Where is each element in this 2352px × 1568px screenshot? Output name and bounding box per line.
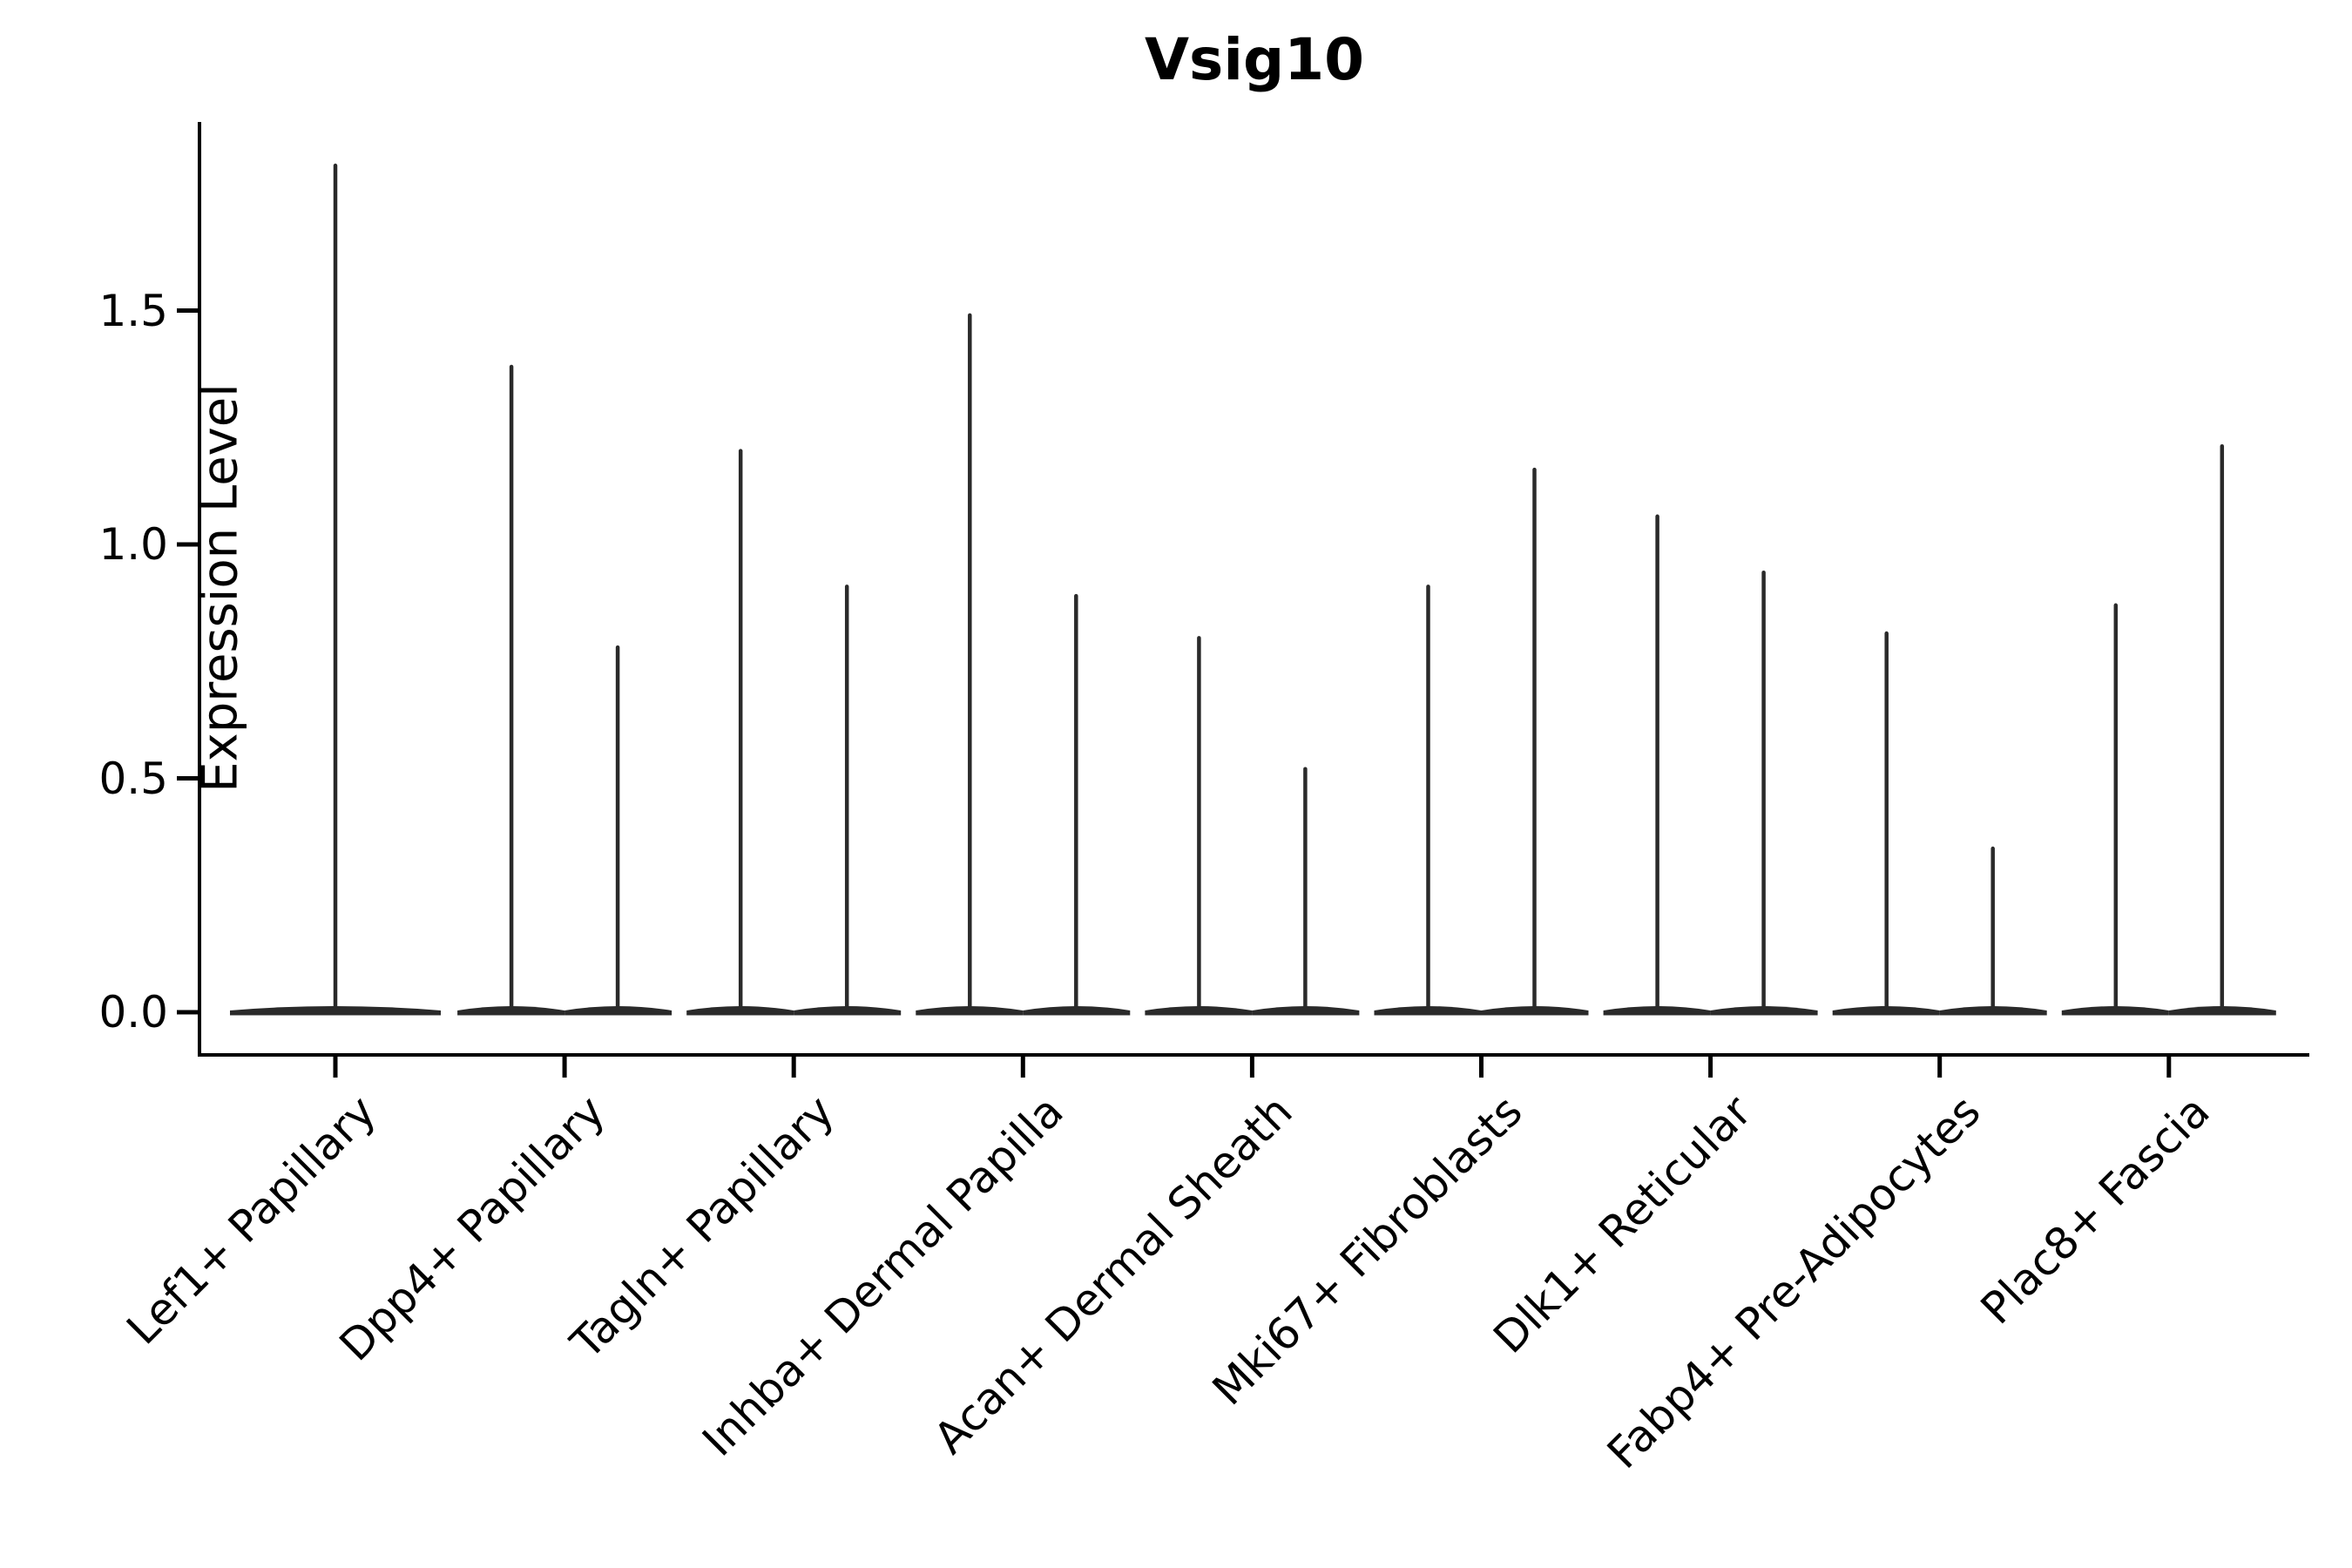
x-tick-mark <box>1479 1057 1484 1078</box>
x-tick-mark <box>562 1057 567 1078</box>
y-tick-mark <box>177 308 198 313</box>
x-axis-spine <box>198 1053 2309 1057</box>
violin-body <box>1481 1006 1589 1016</box>
chart-title: Vsig10 <box>1144 26 1365 93</box>
x-tick-mark <box>1249 1057 1254 1078</box>
x-tick-mark <box>1937 1057 1943 1078</box>
y-tick-label: 0.0 <box>98 987 168 1037</box>
x-tick-mark <box>333 1057 338 1078</box>
violin-body <box>457 1006 565 1016</box>
x-tick-mark <box>1020 1057 1025 1078</box>
violin-body <box>1832 1006 1940 1016</box>
y-tick-label: 0.5 <box>98 753 168 804</box>
violin-body <box>1374 1006 1482 1016</box>
y-axis-spine <box>198 122 201 1057</box>
violin-body <box>2168 1006 2276 1016</box>
x-tick-mark <box>2166 1057 2172 1078</box>
violin-body <box>1710 1006 1818 1016</box>
y-tick-mark <box>177 776 198 781</box>
violin-body <box>1145 1006 1253 1016</box>
y-tick-mark <box>177 1010 198 1015</box>
violin-body <box>1252 1006 1360 1016</box>
violin-body <box>686 1006 794 1016</box>
violin-body <box>794 1006 902 1016</box>
y-tick-label: 1.5 <box>98 285 168 336</box>
x-tick-mark <box>1708 1057 1713 1078</box>
violin-body <box>564 1006 672 1016</box>
violin-body <box>916 1006 1024 1016</box>
violin-body <box>2061 1006 2169 1016</box>
violin-body <box>1023 1006 1131 1016</box>
violin-body <box>1603 1006 1711 1016</box>
y-tick-mark <box>177 542 198 547</box>
violin-body <box>1939 1006 2047 1016</box>
y-tick-label: 1.0 <box>98 519 168 570</box>
x-tick-mark <box>791 1057 796 1078</box>
